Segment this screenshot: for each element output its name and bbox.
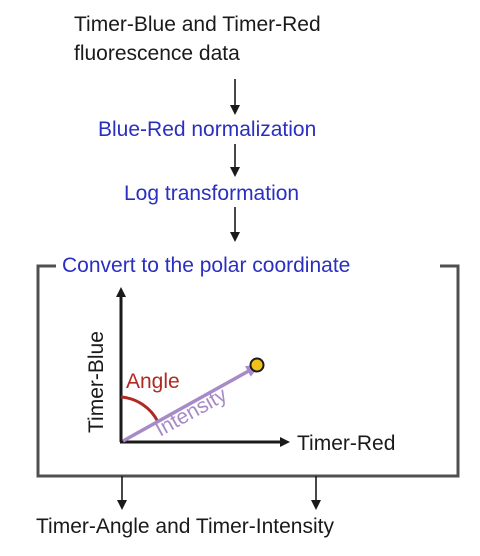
y-axis-label: Timer-Blue [85, 331, 108, 433]
log-transform-step: Log transformation [124, 182, 300, 205]
input-data-line1: Timer-Blue and Timer-Red [74, 13, 321, 36]
polar-box-border [36, 264, 460, 478]
input-data-line2: fluorescence data [74, 42, 240, 65]
output-step: Timer-Angle and Timer-Intensity [36, 515, 334, 538]
angle-arc [120, 395, 160, 423]
data-point [249, 357, 265, 373]
x-axis-label: Timer-Red [297, 432, 395, 455]
angle-label: Angle [126, 370, 180, 393]
normalization-step: Blue-Red normalization [98, 118, 317, 141]
polar-convert-step: Convert to the polar coordinate [62, 254, 351, 277]
intensity-vector [122, 364, 261, 443]
